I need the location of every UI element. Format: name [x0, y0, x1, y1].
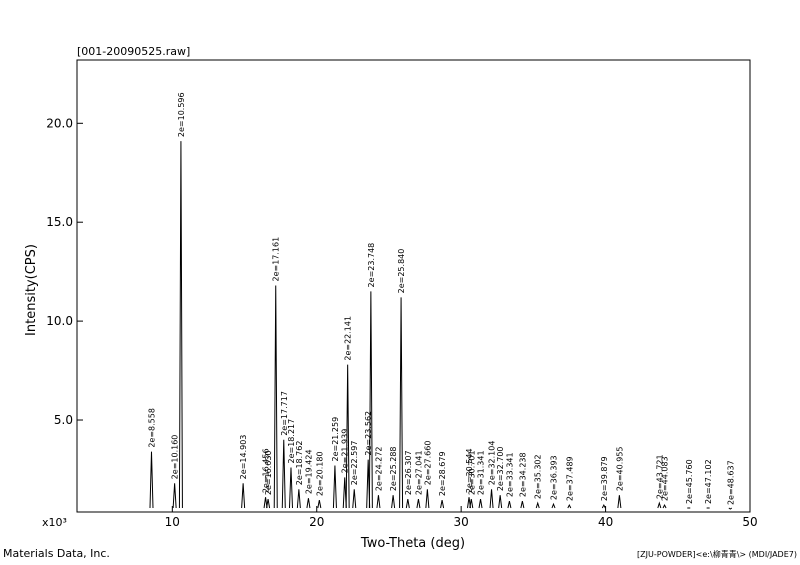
- peak-label: 2e=10.596: [177, 92, 186, 137]
- peak: [618, 495, 621, 508]
- peak: [400, 297, 403, 508]
- peak: [417, 499, 420, 508]
- peak: [406, 499, 409, 508]
- peak: [150, 452, 153, 508]
- peak-label: 2e=35.302: [534, 454, 543, 499]
- peak: [490, 489, 493, 508]
- peak: [353, 489, 356, 508]
- peak: [521, 501, 524, 508]
- peak: [297, 489, 300, 508]
- peak: [552, 504, 555, 508]
- peak: [173, 483, 176, 508]
- peak-label: 2e=22.141: [344, 316, 353, 361]
- peak: [663, 505, 666, 508]
- peak: [508, 501, 511, 508]
- peak-label: 2e=32.700: [496, 446, 505, 491]
- peak-label: 2e=25.288: [389, 446, 398, 491]
- peak: [274, 286, 277, 508]
- peak-label: 2e=31.341: [477, 450, 486, 495]
- peak-label: 2e=25.840: [397, 249, 406, 294]
- peak-label: 2e=48.637: [726, 460, 735, 505]
- footer-left: Materials Data, Inc.: [3, 547, 110, 560]
- peak: [179, 141, 182, 508]
- peak-label: 2e=36.393: [549, 455, 558, 500]
- x-axis-label: Two-Theta (deg): [360, 536, 465, 551]
- x-tick-label: 30: [454, 515, 469, 529]
- x-tick-label: 40: [598, 515, 613, 529]
- y-multiplier: x10³: [42, 516, 67, 529]
- peak: [307, 498, 310, 508]
- peak: [568, 505, 571, 508]
- peak: [392, 495, 395, 508]
- y-tick-label: 15.0: [46, 215, 73, 229]
- peak-label: 2e=45.760: [685, 459, 694, 504]
- peak-label: 2e=44.083: [661, 456, 670, 501]
- peak: [333, 466, 336, 508]
- y-tick-label: 5.0: [54, 413, 73, 427]
- peak-label: 2e=33.341: [505, 452, 514, 497]
- peak-label: 2e=24.272: [374, 446, 383, 491]
- peak-label: 2e=39.879: [600, 456, 609, 501]
- x-tick-label: 50: [742, 515, 757, 529]
- peak: [426, 489, 429, 508]
- peak-label: 2e=19.424: [304, 449, 313, 494]
- peak-label: 2e=23.748: [367, 243, 376, 288]
- peak-label: 2e=37.489: [565, 456, 574, 501]
- peak-label: 2e=8.558: [147, 408, 156, 448]
- peak-label: 2e=20.180: [315, 451, 324, 496]
- peak: [470, 499, 473, 508]
- peak: [289, 467, 292, 508]
- y-tick-label: 10.0: [46, 314, 73, 328]
- x-tick-label: 10: [165, 515, 180, 529]
- peak-label: 2e=47.102: [704, 459, 713, 504]
- peak-label: 2e=10.160: [171, 435, 180, 480]
- peak: [242, 483, 245, 508]
- peak: [267, 499, 270, 508]
- peak-label: 2e=28.679: [438, 451, 447, 496]
- peak-label: 2e=27.660: [423, 441, 432, 486]
- peak: [479, 499, 482, 508]
- peak: [658, 503, 661, 508]
- peak: [318, 500, 321, 508]
- y-tick-label: 20.0: [46, 116, 73, 130]
- peak: [536, 503, 539, 508]
- x-tick-label: 20: [309, 515, 324, 529]
- footer-right: [ZJU-POWDER]<e:\柳青青\> (MDI/JADE7): [637, 549, 797, 559]
- peak: [729, 508, 732, 509]
- peak-label: 2e=21.259: [331, 417, 340, 462]
- chart-title: [001-20090525.raw]: [77, 45, 190, 58]
- peak-label: 2e=34.238: [518, 452, 527, 497]
- peak: [441, 500, 444, 508]
- peak-label: 2e=14.903: [239, 435, 248, 480]
- peak-label: 2e=17.161: [272, 237, 281, 282]
- peak-label: 2e=27.041: [414, 450, 423, 495]
- y-axis-label: Intensity(CPS): [24, 244, 39, 336]
- peak-label: 2e=22.597: [350, 441, 359, 486]
- peak: [377, 495, 380, 508]
- peak: [369, 291, 372, 508]
- peak-label: 2e=26.307: [404, 450, 413, 495]
- peak-label: 2e=40.955: [615, 446, 624, 491]
- peak: [282, 440, 285, 508]
- peak-label: 2e=30.701: [467, 450, 476, 495]
- peak: [602, 505, 605, 508]
- peak-label: 2e=16.630: [264, 450, 273, 495]
- peak-label: 2e=18.762: [295, 441, 304, 486]
- peak: [499, 495, 502, 508]
